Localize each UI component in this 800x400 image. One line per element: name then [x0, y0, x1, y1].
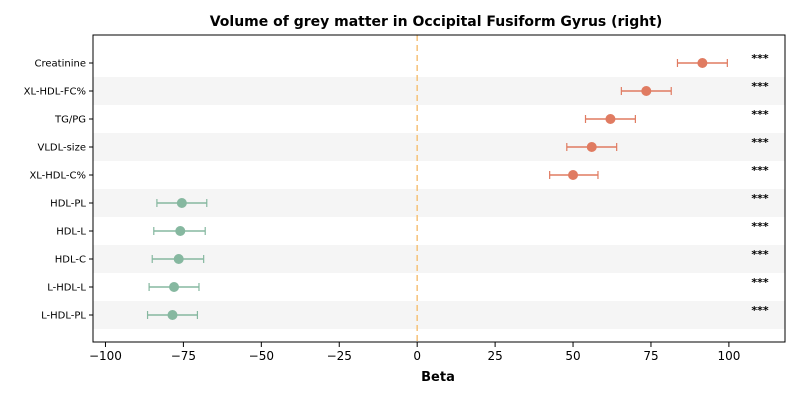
y-tick-label: Creatinine — [35, 59, 86, 70]
forest-row — [584, 114, 636, 124]
significance-label: *** — [751, 276, 769, 289]
beta-point — [169, 282, 180, 292]
forest-row — [156, 198, 208, 208]
significance-label: *** — [751, 304, 769, 317]
chart-title: Volume of grey matter in Occipital Fusif… — [210, 14, 663, 30]
y-tick-label: HDL-L — [56, 227, 86, 238]
x-tick-label: 75 — [643, 349, 658, 363]
x-tick-label: 0 — [413, 349, 421, 363]
forest-row — [549, 170, 599, 180]
row-bands — [93, 77, 785, 329]
significance-label: *** — [751, 192, 769, 205]
y-tick-label: VLDL-size — [37, 143, 86, 154]
plot-frame — [92, 34, 786, 343]
y-tick-label: HDL-C — [55, 255, 86, 266]
row-band — [93, 77, 785, 105]
x-tick-label: 50 — [565, 349, 580, 363]
beta-point — [173, 254, 184, 264]
row-band — [93, 133, 785, 161]
x-tick-label: −25 — [327, 349, 352, 363]
beta-point — [568, 170, 579, 180]
y-tick-label: XL-HDL-C% — [29, 171, 86, 182]
significance-label: *** — [751, 220, 769, 233]
significance-label: *** — [751, 248, 769, 261]
x-axis-label: Beta — [421, 370, 455, 385]
y-tick-label: XL-HDL-FC% — [24, 87, 86, 98]
row-band — [93, 245, 785, 273]
forest-row — [148, 282, 200, 292]
y-tick-label: L-HDL-L — [47, 283, 86, 294]
forest-row — [146, 310, 199, 320]
x-tick-label: 100 — [717, 349, 740, 363]
forest-row — [151, 254, 205, 264]
x-tick-label: 25 — [487, 349, 502, 363]
x-tick-label: −75 — [171, 349, 196, 363]
data-marks — [146, 58, 728, 320]
row-band — [93, 189, 785, 217]
beta-point — [641, 86, 652, 96]
beta-point — [697, 58, 708, 68]
y-tick-label: HDL-PL — [50, 199, 86, 210]
y-tick-label: TG/PG — [54, 115, 86, 126]
x-axis: −100 −75 −50 −25 0 25 50 75 100 — [89, 342, 740, 363]
forest-row — [566, 142, 618, 152]
beta-point — [605, 114, 616, 124]
beta-point — [167, 310, 178, 320]
beta-point — [176, 198, 187, 208]
row-band — [93, 301, 785, 329]
significance-label: *** — [751, 136, 769, 149]
beta-point — [175, 226, 186, 236]
x-tick-label: −50 — [249, 349, 274, 363]
forest-row — [620, 86, 672, 96]
significance-label: *** — [751, 80, 769, 93]
y-tick-labels: Creatinine XL-HDL-FC% TG/PG VLDL-size XL-HDL… — [24, 59, 93, 322]
significance-label: *** — [751, 52, 769, 65]
x-tick-label: −100 — [89, 349, 122, 363]
significance-label: *** — [751, 164, 769, 177]
significance-label: *** — [751, 108, 769, 121]
significance-labels: *** *** *** *** *** *** *** *** *** *** — [751, 52, 769, 317]
forest-row — [676, 58, 728, 68]
beta-point — [586, 142, 597, 152]
forest-row — [153, 226, 206, 236]
y-tick-label: L-HDL-PL — [41, 311, 86, 322]
